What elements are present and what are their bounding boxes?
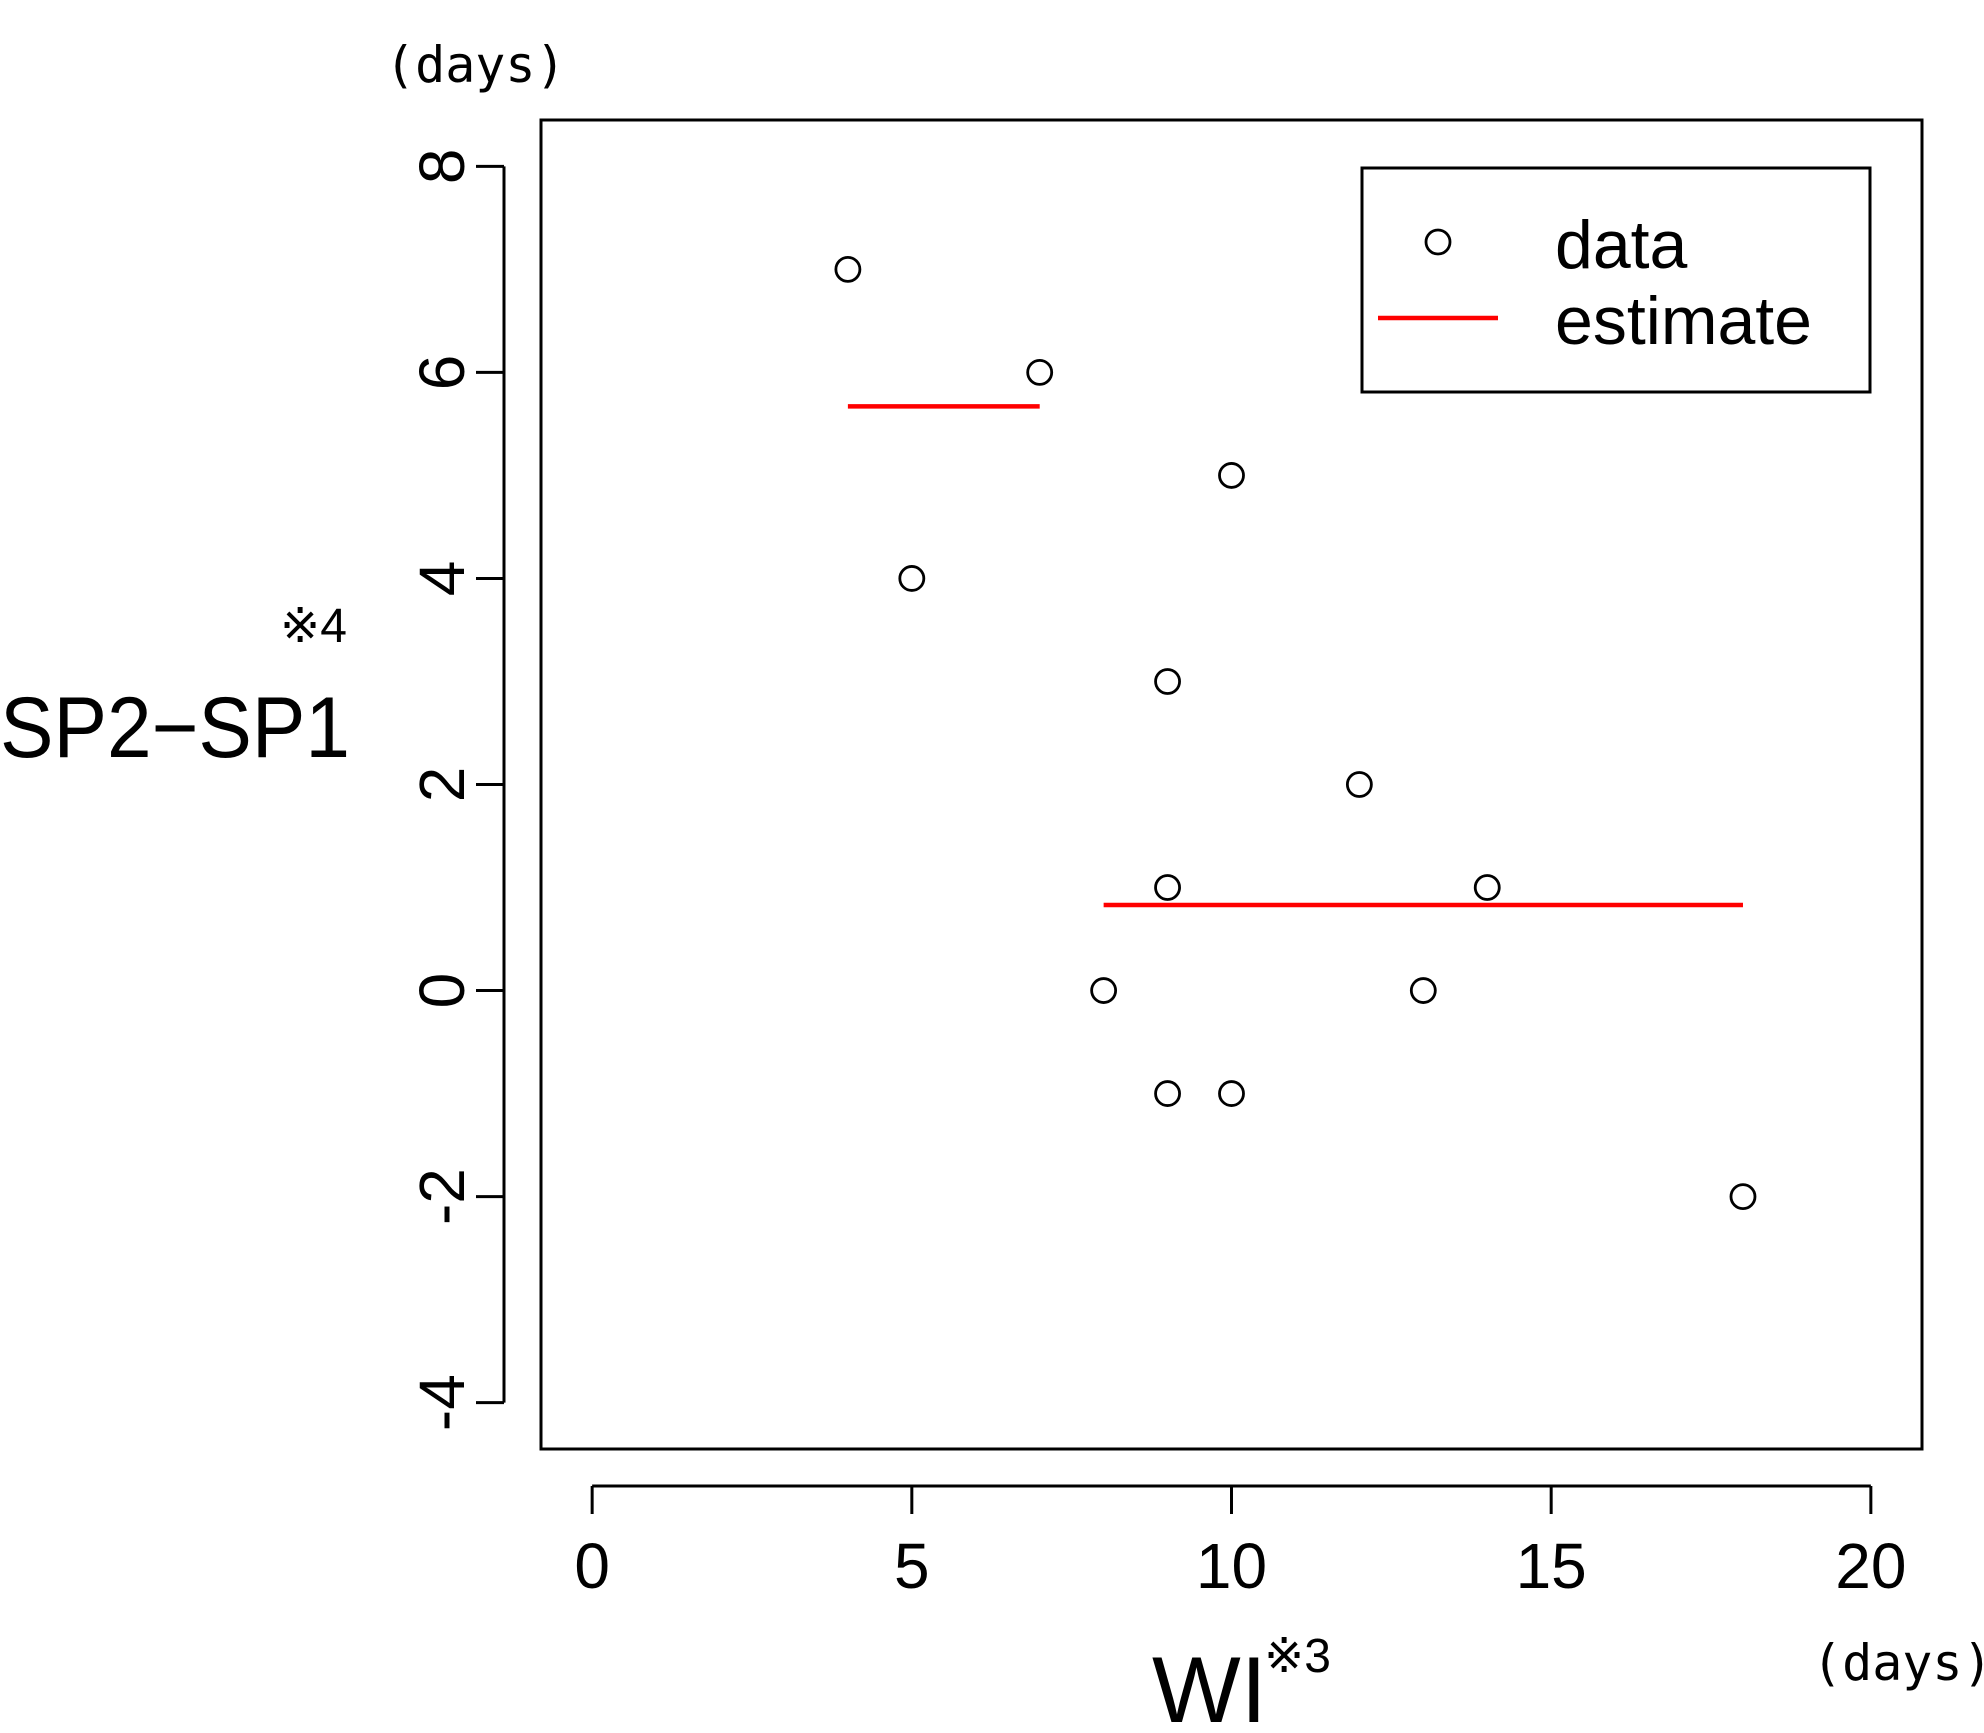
x-axis-title-note: ※3 — [1264, 1630, 1331, 1683]
data-point — [1218, 462, 1245, 489]
data-point — [1409, 977, 1437, 1004]
y-axis-title: SP2−SP1 — [0, 680, 350, 776]
y-tick-label: -2 — [406, 1168, 478, 1225]
plot-frame — [539, 118, 1924, 1451]
data-point — [1154, 668, 1181, 695]
y-unit-label: (days) — [385, 36, 566, 94]
legend: data estimate — [1360, 166, 1872, 394]
y-axis: -4 -2 0 2 4 6 8 — [406, 149, 506, 1431]
data-point — [1345, 771, 1373, 798]
legend-marker-data — [1424, 228, 1452, 256]
data-point — [1729, 1183, 1757, 1210]
y-tick-label: 8 — [406, 149, 478, 185]
data-point — [1473, 874, 1501, 901]
legend-label-estimate: estimate — [1555, 283, 1812, 359]
y-tick-label: 4 — [406, 561, 478, 597]
x-unit-label: (days) — [1812, 1634, 1984, 1692]
y-tick-label: -4 — [406, 1374, 478, 1431]
y-axis-title-note: ※4 — [280, 600, 347, 653]
x-tick-label: 15 — [1516, 1530, 1587, 1602]
y-tick-label: 0 — [406, 973, 478, 1009]
data-point — [834, 255, 862, 283]
data-point — [1154, 1080, 1181, 1107]
y-tick-label: 2 — [406, 767, 478, 803]
data-point — [1154, 874, 1181, 901]
x-axis-title: WI — [1152, 1637, 1267, 1733]
x-tick-label: 5 — [894, 1530, 930, 1602]
plot-marks — [834, 255, 1757, 1210]
data-point — [1218, 1080, 1245, 1107]
x-tick-label: 20 — [1835, 1530, 1906, 1602]
legend-box — [1360, 166, 1872, 394]
data-point — [1026, 359, 1054, 386]
legend-label-data: data — [1555, 207, 1688, 283]
x-axis: 0 5 10 15 20 — [574, 1484, 1906, 1602]
y-tick-label: 6 — [406, 355, 478, 391]
data-point — [1090, 977, 1118, 1004]
x-tick-label: 10 — [1196, 1530, 1267, 1602]
data-point — [898, 565, 926, 592]
x-tick-label: 0 — [574, 1530, 610, 1602]
